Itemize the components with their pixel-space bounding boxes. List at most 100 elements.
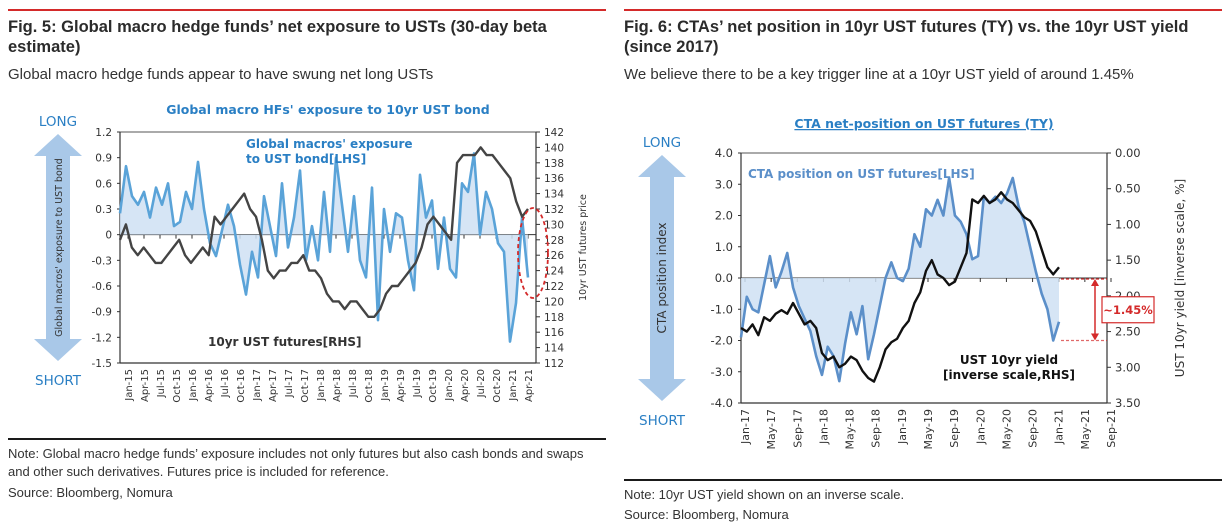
y2-tick-label: 122 xyxy=(544,281,564,293)
figure-note: Note: Global macro hedge funds’ exposure… xyxy=(8,446,584,479)
x-tick-label: Sep-21 xyxy=(1105,409,1118,448)
x-tick-label: Sep-20 xyxy=(1027,409,1040,448)
y-tick-label: 1.2 xyxy=(95,127,112,139)
x-tick-label: Apr-17 xyxy=(268,369,279,402)
figure-5-panel: Fig. 5: Global macro hedge funds’ net ex… xyxy=(8,0,606,532)
y2-axis-label: UST 10yr yield [inverse scale, %] xyxy=(1173,179,1187,377)
figure-6-panel: Fig. 6: CTAs’ net position in 10yr UST f… xyxy=(624,0,1222,532)
x-tick-label: May-17 xyxy=(765,409,778,450)
figure-subtitle: We believe there to be a key trigger lin… xyxy=(624,66,1134,83)
x-tick-label: Jul-15 xyxy=(156,369,167,398)
x-tick-label: Jan-19 xyxy=(380,369,391,402)
x-tick-label: Sep-18 xyxy=(870,409,883,448)
y2-tick-label: 1.50 xyxy=(1115,253,1141,267)
y2-tick-label: 138 xyxy=(544,158,564,170)
y-tick-label: 4.0 xyxy=(715,146,733,160)
figure-note: Note: 10yr UST yield shown on an inverse… xyxy=(624,487,905,502)
y2-tick-label: 0.00 xyxy=(1115,146,1141,160)
figure-source: Source: Bloomberg, Nomura xyxy=(624,507,789,522)
x-tick-label: Apr-18 xyxy=(332,369,343,402)
y2-tick-label: 134 xyxy=(544,189,564,201)
y2-tick-label: 2.50 xyxy=(1115,325,1141,339)
x-tick-label: Oct-19 xyxy=(428,369,439,403)
price-series-line xyxy=(118,146,529,319)
arrow-down-icon xyxy=(1091,333,1099,341)
x-tick-label: Jan-21 xyxy=(1053,409,1066,445)
x-tick-label: Apr-20 xyxy=(460,369,471,402)
y2-tick-label: 136 xyxy=(544,173,564,185)
x-tick-label: Oct-18 xyxy=(364,369,375,403)
y2-tick-label: 112 xyxy=(544,358,564,370)
chart-title: Global macro HFs' exposure to 10yr UST b… xyxy=(166,102,490,117)
figure-source: Source: Bloomberg, Nomura xyxy=(8,485,173,500)
y-tick-label: 0 xyxy=(105,230,112,242)
y-tick-label: -3.0 xyxy=(711,365,733,379)
y2-tick-label: 0.50 xyxy=(1115,182,1141,196)
y2-tick-label: 1.00 xyxy=(1115,217,1141,231)
y-tick-label: -2.0 xyxy=(711,334,733,348)
y2-axis-label: 10yr UST futures price xyxy=(578,194,589,301)
y-tick-label: 0.3 xyxy=(95,204,112,216)
x-tick-label: May-20 xyxy=(1000,409,1013,450)
y-tick-label: -1.2 xyxy=(92,332,113,344)
series-label: to UST bond[LHS] xyxy=(246,152,366,166)
figure-title: Fig. 6: CTAs’ net position in 10yr UST f… xyxy=(624,18,1189,56)
y2-tick-label: 3.00 xyxy=(1115,360,1141,374)
x-tick-label: Sep-19 xyxy=(948,409,961,448)
x-tick-label: Jan-16 xyxy=(188,369,199,402)
x-tick-label: Jan-19 xyxy=(896,409,909,445)
x-tick-label: Jan-20 xyxy=(444,369,455,402)
black-divider xyxy=(624,479,1222,481)
y-axis-label: CTA position index xyxy=(655,223,669,334)
short-label: SHORT xyxy=(35,373,82,389)
black-divider xyxy=(8,438,606,440)
y-tick-label: 1.0 xyxy=(715,240,733,254)
chart-title: CTA net-position on UST futures (TY) xyxy=(794,116,1053,131)
y2-tick-label: 3.50 xyxy=(1115,396,1141,410)
x-tick-label: Sep-17 xyxy=(791,409,804,448)
x-tick-label: Oct-17 xyxy=(300,369,311,403)
x-tick-label: Jan-18 xyxy=(817,409,830,445)
y-tick-label: -1.0 xyxy=(711,302,733,316)
price-series-line xyxy=(740,191,1060,383)
x-tick-label: Jul-19 xyxy=(412,369,423,398)
x-tick-label: Jul-18 xyxy=(348,369,359,398)
short-label: SHORT xyxy=(639,413,686,429)
y2-tick-label: 142 xyxy=(544,127,564,139)
series-label: UST 10yr yield xyxy=(960,353,1058,367)
long-label: LONG xyxy=(39,114,77,130)
x-tick-label: Jan-18 xyxy=(316,369,327,402)
series-label: [inverse scale,RHS] xyxy=(943,368,1075,382)
double-arrow-icon xyxy=(638,155,686,401)
series-label: CTA position on UST futures[LHS] xyxy=(748,167,975,181)
x-tick-label: Oct-16 xyxy=(236,369,247,403)
x-tick-label: Apr-15 xyxy=(140,369,151,402)
double-arrow-icon xyxy=(34,134,82,361)
x-tick-label: Apr-21 xyxy=(524,369,535,402)
x-tick-label: Jan-20 xyxy=(974,409,987,445)
x-tick-label: May-18 xyxy=(844,409,857,450)
x-tick-label: Oct-15 xyxy=(172,369,183,403)
y-tick-label: -1.5 xyxy=(92,358,113,370)
y-tick-label: -4.0 xyxy=(711,396,733,410)
x-tick-label: Jan-17 xyxy=(739,409,752,445)
y-tick-label: 0.0 xyxy=(715,271,733,285)
y2-tick-label: 126 xyxy=(544,250,564,262)
y2-tick-label: 116 xyxy=(544,327,564,339)
chart-cta-position: CTA net-position on UST futures (TY) LONG… xyxy=(638,116,1187,450)
x-tick-label: May-21 xyxy=(1079,409,1092,450)
x-tick-label: Jul-16 xyxy=(220,369,231,398)
x-tick-label: Jan-15 xyxy=(124,369,135,402)
chart-hf-exposure: Global macro HFs' exposure to 10yr UST b… xyxy=(34,102,589,403)
exposure-series-line xyxy=(739,176,1061,383)
y2-tick-label: 114 xyxy=(544,343,564,355)
exposure-series-line xyxy=(118,152,530,343)
annotation-label: ~1.45% xyxy=(1103,303,1153,317)
x-tick-label: Oct-20 xyxy=(492,369,503,403)
long-label: LONG xyxy=(643,135,681,151)
y2-tick-label: 128 xyxy=(544,235,564,247)
figure-title: Fig. 5: Global macro hedge funds’ net ex… xyxy=(8,18,547,56)
y-tick-label: 0.6 xyxy=(95,178,112,190)
y2-tick-label: 120 xyxy=(544,296,564,308)
y-axis-label: Global macros' exposure to UST bond xyxy=(54,158,65,337)
